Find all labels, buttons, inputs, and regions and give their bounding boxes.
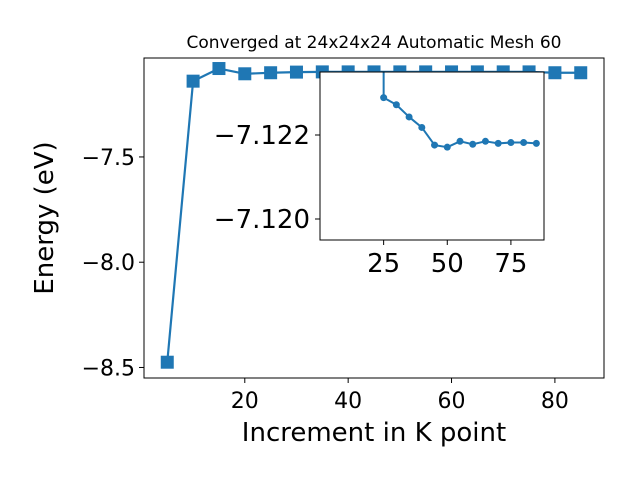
main-data-point bbox=[548, 66, 562, 80]
inset-x-tick-label: 25 bbox=[367, 249, 400, 279]
inset-x-tick-label: 75 bbox=[494, 249, 527, 279]
inset-series-group bbox=[380, 72, 540, 151]
main-plot-frame bbox=[143, 57, 605, 379]
inset-data-point bbox=[418, 123, 426, 131]
main-y-tick-label: −8.0 bbox=[82, 251, 135, 276]
main-data-point bbox=[238, 67, 252, 81]
main-x-tick-label: 80 bbox=[541, 389, 569, 414]
inset-y-tick-label: −7.120 bbox=[214, 205, 310, 235]
inset-data-point bbox=[520, 139, 528, 147]
inset-data-point bbox=[532, 139, 540, 147]
inset-data-point bbox=[431, 141, 439, 149]
y-axis-label: Energy (eV) bbox=[30, 141, 60, 294]
main-data-point bbox=[186, 74, 200, 88]
inset-data-point bbox=[392, 101, 400, 109]
main-x-tick-label: 20 bbox=[231, 389, 259, 414]
chart-title: Converged at 24x24x24 Automatic Mesh 60 bbox=[187, 33, 562, 53]
inset-x-tick-label: 50 bbox=[431, 249, 464, 279]
main-y-ticks: −8.5 −8.0 −7.5 bbox=[82, 146, 144, 381]
inset-data-point bbox=[456, 137, 464, 145]
x-axis-label: Increment in K point bbox=[242, 418, 506, 448]
inset-data-point bbox=[380, 94, 388, 102]
inset-data-point bbox=[481, 137, 489, 145]
main-y-tick-label: −7.5 bbox=[82, 146, 135, 171]
main-plot-area: 20 40 60 80 −8.5 −8.0 −7.5 bbox=[82, 57, 605, 414]
inset-x-ticks: 25 50 75 bbox=[367, 240, 527, 279]
inset-background bbox=[320, 72, 544, 240]
inset-y-tick-label: −7.122 bbox=[214, 121, 310, 151]
inset-data-point bbox=[469, 140, 477, 148]
inset-data-point bbox=[443, 143, 451, 151]
inset-data-point bbox=[494, 139, 502, 147]
inset-plot-area: 25 50 75 −7.122 −7.120 bbox=[214, 71, 545, 279]
main-x-ticks: 20 40 60 80 bbox=[231, 378, 569, 414]
inset-data-point bbox=[405, 113, 413, 121]
main-x-tick-label: 60 bbox=[438, 389, 466, 414]
inset-y-ticks: −7.122 −7.120 bbox=[214, 121, 320, 235]
main-data-point bbox=[212, 62, 226, 76]
main-data-point bbox=[160, 355, 174, 369]
main-x-tick-label: 40 bbox=[334, 389, 362, 414]
inset-data-point bbox=[507, 139, 515, 147]
main-y-tick-label: −8.5 bbox=[82, 356, 135, 381]
main-data-point bbox=[264, 66, 278, 80]
inset-plot-frame bbox=[319, 71, 545, 241]
main-data-point bbox=[574, 66, 588, 80]
main-data-point bbox=[289, 65, 303, 79]
